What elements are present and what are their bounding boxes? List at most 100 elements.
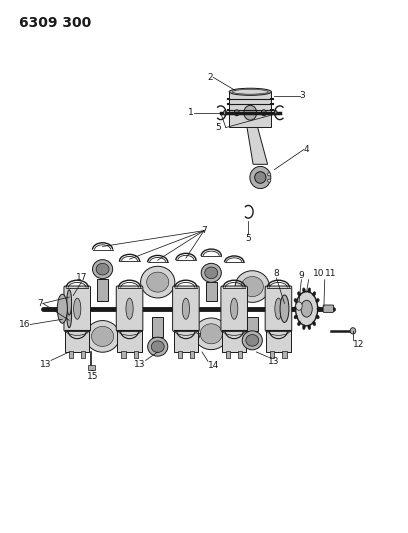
- Ellipse shape: [297, 321, 301, 326]
- Ellipse shape: [231, 298, 238, 319]
- Bar: [178, 351, 182, 358]
- Ellipse shape: [205, 267, 218, 279]
- Text: 3: 3: [300, 91, 306, 100]
- Ellipse shape: [148, 337, 168, 356]
- Text: 10: 10: [313, 269, 324, 278]
- Ellipse shape: [317, 307, 321, 311]
- Polygon shape: [206, 282, 217, 301]
- FancyBboxPatch shape: [174, 330, 198, 352]
- Text: 8: 8: [274, 269, 279, 278]
- Ellipse shape: [151, 341, 164, 352]
- Bar: [229, 92, 271, 127]
- Bar: [226, 351, 230, 358]
- Ellipse shape: [241, 277, 263, 296]
- Ellipse shape: [224, 110, 226, 115]
- Text: 2: 2: [208, 73, 213, 82]
- Polygon shape: [247, 317, 257, 331]
- Ellipse shape: [244, 106, 257, 120]
- FancyBboxPatch shape: [118, 330, 142, 352]
- Text: 7: 7: [37, 299, 43, 308]
- Polygon shape: [246, 118, 268, 164]
- Text: 5: 5: [245, 234, 251, 243]
- Ellipse shape: [308, 325, 311, 329]
- Ellipse shape: [313, 292, 316, 296]
- Ellipse shape: [295, 292, 318, 326]
- Bar: [282, 351, 286, 358]
- Ellipse shape: [73, 298, 81, 319]
- Polygon shape: [152, 317, 163, 337]
- Ellipse shape: [294, 298, 297, 302]
- Ellipse shape: [297, 292, 301, 296]
- Ellipse shape: [261, 110, 266, 116]
- Polygon shape: [97, 279, 108, 301]
- Bar: [271, 351, 275, 358]
- Ellipse shape: [316, 315, 319, 319]
- Ellipse shape: [141, 266, 175, 298]
- Ellipse shape: [268, 179, 271, 182]
- Text: 12: 12: [353, 340, 364, 349]
- Bar: [133, 351, 137, 358]
- Ellipse shape: [294, 315, 297, 319]
- Text: 13: 13: [134, 360, 146, 369]
- FancyBboxPatch shape: [64, 286, 91, 332]
- FancyBboxPatch shape: [266, 330, 290, 352]
- Text: 7: 7: [201, 226, 207, 235]
- Ellipse shape: [308, 288, 311, 293]
- Ellipse shape: [235, 271, 269, 302]
- Ellipse shape: [86, 320, 120, 352]
- Ellipse shape: [250, 166, 271, 189]
- Ellipse shape: [194, 318, 228, 350]
- Ellipse shape: [275, 298, 282, 319]
- FancyBboxPatch shape: [323, 305, 334, 312]
- Ellipse shape: [293, 307, 296, 311]
- Bar: [81, 351, 85, 358]
- Text: 5: 5: [215, 123, 221, 132]
- Text: 4: 4: [304, 145, 309, 154]
- Text: 13: 13: [40, 360, 51, 369]
- Bar: [238, 351, 242, 358]
- Bar: [122, 351, 126, 358]
- Ellipse shape: [67, 302, 71, 328]
- Text: 16: 16: [19, 320, 30, 329]
- Ellipse shape: [91, 326, 114, 346]
- Bar: [88, 365, 95, 370]
- Ellipse shape: [313, 321, 316, 326]
- Circle shape: [296, 302, 302, 310]
- Ellipse shape: [93, 260, 113, 279]
- Text: 9: 9: [299, 271, 304, 280]
- Ellipse shape: [280, 295, 289, 322]
- Ellipse shape: [246, 335, 259, 346]
- Ellipse shape: [126, 298, 133, 319]
- Ellipse shape: [350, 328, 356, 334]
- Ellipse shape: [201, 263, 221, 282]
- Text: 17: 17: [75, 273, 87, 282]
- Ellipse shape: [232, 90, 268, 94]
- Ellipse shape: [302, 325, 305, 329]
- Bar: [69, 351, 73, 358]
- Ellipse shape: [146, 272, 169, 292]
- Text: 6309 300: 6309 300: [19, 16, 91, 30]
- Bar: [190, 351, 194, 358]
- Ellipse shape: [268, 173, 271, 176]
- Ellipse shape: [274, 110, 277, 115]
- Text: 15: 15: [87, 372, 99, 381]
- Ellipse shape: [302, 288, 305, 293]
- Ellipse shape: [200, 324, 222, 344]
- FancyBboxPatch shape: [221, 286, 248, 332]
- Ellipse shape: [316, 298, 319, 302]
- Ellipse shape: [67, 290, 71, 315]
- Ellipse shape: [229, 88, 271, 95]
- Ellipse shape: [234, 110, 239, 116]
- Text: 14: 14: [208, 361, 220, 370]
- FancyBboxPatch shape: [116, 286, 143, 332]
- Text: 11: 11: [325, 269, 336, 278]
- Ellipse shape: [242, 331, 262, 350]
- Ellipse shape: [255, 172, 266, 183]
- FancyBboxPatch shape: [265, 286, 292, 332]
- Ellipse shape: [301, 300, 312, 317]
- FancyBboxPatch shape: [222, 330, 246, 352]
- Text: 13: 13: [268, 357, 280, 366]
- Text: 1: 1: [188, 108, 194, 117]
- FancyBboxPatch shape: [173, 286, 199, 332]
- Ellipse shape: [96, 263, 109, 275]
